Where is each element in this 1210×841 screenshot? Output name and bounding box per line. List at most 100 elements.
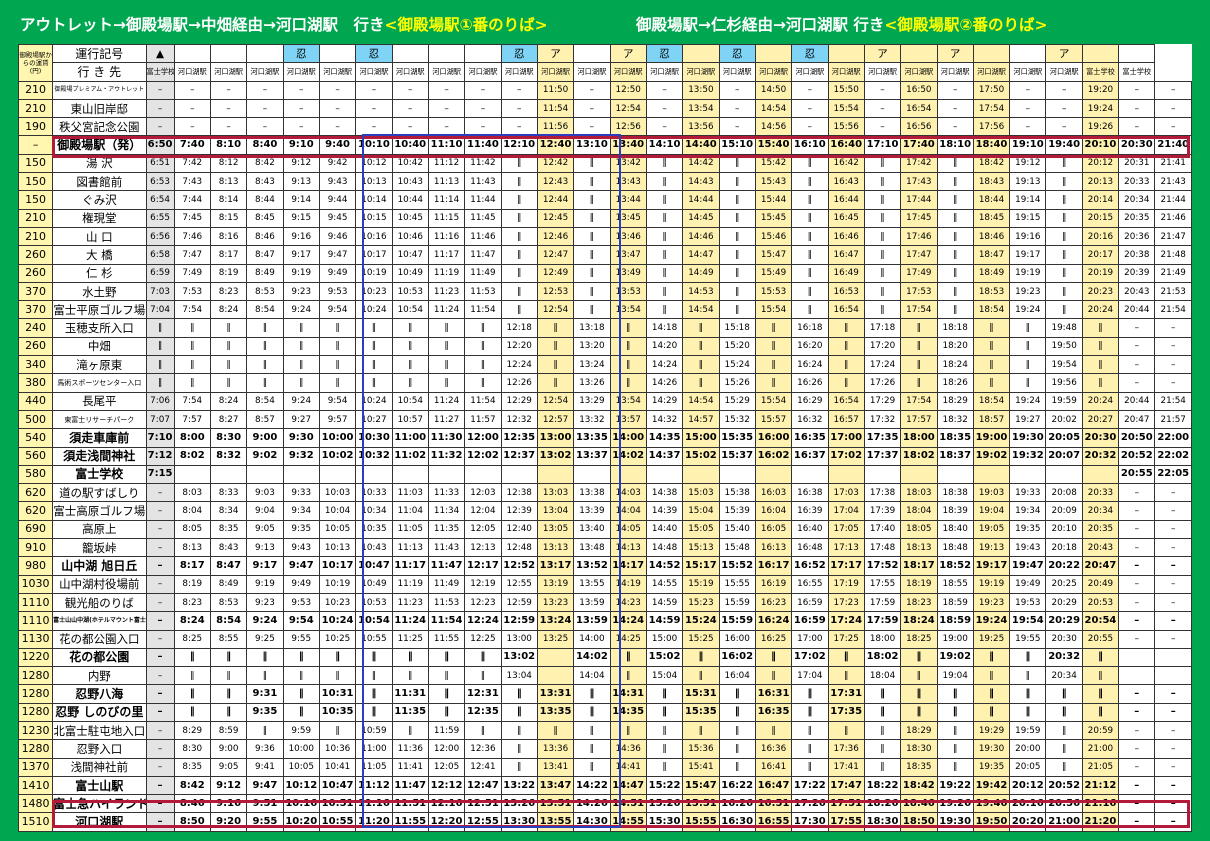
timetable-row: 210 山 口 6:56 7:46 8:16 8:46 9:16 9:46 10:16 10:46…: [17, 226, 1192, 247]
time-cell: –: [718, 80, 756, 100]
time-cell: 17:52: [863, 556, 902, 576]
time-cell: [355, 464, 393, 485]
time-cell: 18:59: [936, 592, 974, 613]
fare-cell: 150: [17, 190, 54, 210]
time-cell: ‖: [573, 190, 611, 210]
time-cell: 18:40: [936, 519, 974, 540]
time-cell: 19:23: [1009, 281, 1047, 302]
stop-name: 東富士リサーチパーク: [52, 409, 147, 430]
time-cell: –: [145, 720, 175, 741]
time-cell: ‖: [1045, 757, 1083, 777]
time-cell: 20:53: [1081, 592, 1120, 613]
time-cell: 9:49: [282, 574, 320, 594]
time-cell: 9:24: [282, 300, 320, 320]
time-cell: 14:54: [754, 98, 793, 119]
route-symbol: [173, 43, 211, 64]
time-cell: ‖: [936, 263, 974, 283]
fare-cell: 500: [17, 409, 54, 430]
time-cell: 11:24: [391, 611, 429, 631]
time-cell: 7:44: [173, 190, 211, 210]
time-cell: 21:00: [1081, 739, 1120, 759]
time-cell: 8:19: [209, 263, 248, 283]
time-cell: 19:25: [972, 629, 1011, 649]
time-cell: 13:44: [609, 190, 647, 210]
time-cell: 13:35: [536, 702, 575, 722]
time-cell: [718, 464, 756, 485]
time-cell: ‖: [827, 720, 865, 741]
time-cell: ‖: [464, 318, 502, 338]
time-cell: ‖: [609, 336, 647, 357]
time-cell: 10:31: [318, 684, 357, 704]
time-cell: 8:49: [246, 263, 284, 283]
time-cell: 18:59: [936, 611, 974, 631]
time-cell: 15:49: [754, 263, 793, 283]
timetable-row: 1030 山中湖村役場前 –8:19 8:49 9:19 9:49 10:19 10:49 11…: [17, 574, 1192, 594]
time-cell: 18:24: [900, 611, 938, 631]
time-cell: 12:40: [536, 135, 575, 155]
time-cell: –: [1154, 720, 1192, 741]
time-cell: 8:05: [173, 519, 211, 540]
time-cell: 8:13: [209, 172, 248, 192]
timetable-row: 1480 富士急ハイランド –8:46 9:16 9:51 10:16 10:51 11:16…: [17, 794, 1192, 814]
time-cell: ‖: [318, 355, 357, 375]
time-cell: 17:36: [827, 739, 865, 759]
time-cell: 7:03: [145, 281, 175, 302]
time-cell: 20:55: [1081, 629, 1120, 649]
stop-name: 権現堂: [52, 208, 147, 228]
time-cell: 9:35: [246, 702, 284, 722]
time-cell: 16:19: [754, 574, 793, 594]
time-cell: 20:59: [1081, 720, 1120, 741]
time-cell: 19:24: [1009, 300, 1047, 320]
time-cell: 16:55: [754, 812, 793, 832]
time-cell: 16:26: [718, 794, 756, 814]
time-cell: 20:12: [1009, 775, 1047, 796]
time-cell: 18:42: [972, 153, 1011, 174]
time-cell: [209, 464, 248, 485]
time-cell: 8:33: [209, 483, 248, 503]
time-cell: 18:19: [900, 574, 938, 594]
time-cell: 19:24: [972, 611, 1011, 631]
time-cell: 19:53: [1009, 592, 1047, 613]
time-cell: [464, 464, 502, 485]
time-cell: –: [936, 98, 974, 119]
route-symbol: 忍: [645, 43, 684, 64]
time-cell: 15:42: [754, 153, 793, 174]
time-cell: 16:54: [900, 98, 938, 119]
time-cell: 15:55: [718, 574, 756, 594]
time-cell: ‖: [1045, 300, 1083, 320]
time-cell: 13:17: [536, 556, 575, 576]
time-cell: 15:57: [754, 409, 793, 430]
time-cell: [754, 464, 793, 485]
time-cell: ‖: [355, 355, 393, 375]
time-cell: 11:00: [355, 739, 393, 759]
time-cell: 20:36: [1118, 226, 1156, 247]
time-cell: 14:02: [573, 647, 611, 668]
time-cell: 11:53: [464, 281, 502, 302]
time-cell: 10:32: [355, 446, 393, 466]
time-cell: 18:48: [936, 538, 974, 558]
time-cell: 15:13: [682, 538, 720, 558]
time-cell: 9:24: [282, 391, 320, 411]
time-cell: 10:05: [282, 757, 320, 777]
time-cell: –: [1154, 80, 1192, 100]
time-cell: 19:00: [972, 428, 1011, 448]
time-cell: ‖: [246, 336, 284, 357]
fare-cell: 370: [17, 300, 54, 320]
time-cell: ‖: [1045, 208, 1083, 228]
time-cell: 13:03: [536, 483, 575, 503]
time-cell: 19:55: [1009, 629, 1047, 649]
time-cell: 20:34: [1118, 190, 1156, 210]
time-cell: 20:09: [1045, 501, 1083, 521]
time-cell: 14:02: [609, 446, 647, 466]
time-cell: ‖: [718, 263, 756, 283]
time-cell: ‖: [863, 226, 902, 247]
time-cell: 16:40: [827, 135, 865, 155]
time-cell: ‖: [936, 720, 974, 741]
time-cell: –: [1118, 501, 1156, 521]
time-cell: 11:19: [427, 263, 466, 283]
time-cell: –: [145, 812, 175, 832]
time-cell: 21:41: [1154, 153, 1192, 174]
time-cell: 11:23: [391, 592, 429, 613]
stop-name: 河口湖駅: [52, 812, 147, 832]
time-cell: 15:26: [645, 794, 684, 814]
